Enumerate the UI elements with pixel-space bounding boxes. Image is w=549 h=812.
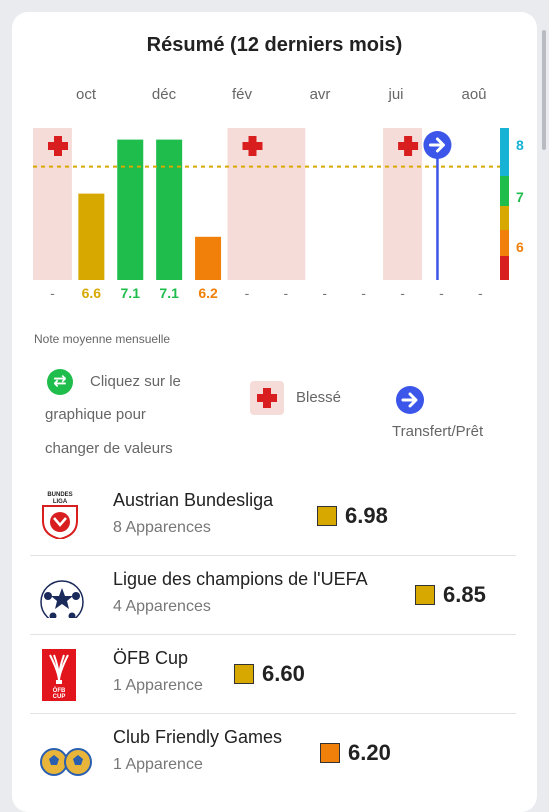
rating-color-square bbox=[317, 506, 337, 526]
chart-caption: Note moyenne mensuelle bbox=[34, 332, 171, 346]
bar-value-label: - bbox=[244, 285, 250, 301]
legend-click-text: Cliquez sur le bbox=[90, 373, 181, 390]
svg-text:ÖFB: ÖFB bbox=[53, 687, 66, 694]
injury-period bbox=[383, 128, 422, 280]
bar-value-label: - bbox=[322, 285, 328, 301]
svg-text:CUP: CUP bbox=[53, 694, 66, 700]
competition-rating: 6.85 bbox=[443, 582, 486, 607]
competition-appearances: 8 Apparences bbox=[113, 519, 211, 536]
champions-league-logo bbox=[40, 566, 84, 624]
legend-click-text: graphique pour bbox=[45, 406, 146, 423]
competition-rating: 6.20 bbox=[348, 740, 391, 765]
competition-rating: 6.60 bbox=[262, 661, 305, 686]
competition-name: Austrian Bundesliga bbox=[113, 490, 274, 510]
bar-value-label: 6.6 bbox=[81, 285, 102, 301]
competition-row[interactable]: Club Friendly Games 1 Apparence 6.20 bbox=[30, 714, 516, 792]
bundesliga-logo: BUNDES LIGA bbox=[40, 487, 84, 541]
month-label: avr bbox=[309, 86, 331, 103]
competition-name: ÖFB Cup bbox=[113, 648, 189, 668]
bar-value-label: 7.1 bbox=[159, 285, 179, 301]
injury-period bbox=[33, 128, 72, 280]
bar-value-label: - bbox=[478, 285, 483, 301]
legend-click-text: changer de valeurs bbox=[45, 440, 173, 457]
bar-value-label: 6.2 bbox=[198, 285, 218, 301]
competition-appearances: 1 Apparence bbox=[113, 677, 203, 694]
month-label: jui bbox=[388, 86, 404, 103]
section-title: Résumé (12 derniers mois) bbox=[146, 34, 403, 56]
injury-period bbox=[227, 128, 306, 280]
bar-value-label: - bbox=[439, 285, 444, 301]
bar-value-label: - bbox=[283, 285, 289, 301]
rating-color-square bbox=[320, 743, 340, 763]
scrollbar[interactable] bbox=[542, 30, 546, 150]
swap-arrows-icon[interactable]: ⇄ bbox=[47, 369, 73, 395]
month-label: aoû bbox=[461, 86, 487, 103]
competition-rating: 6.98 bbox=[345, 503, 388, 528]
month-label: oct bbox=[75, 86, 96, 103]
transfer-arrow-glyph bbox=[428, 137, 445, 153]
scale-label: 6 bbox=[516, 239, 524, 255]
svg-text:BUNDES: BUNDES bbox=[47, 492, 72, 498]
ofb-cup-logo: ÖFB CUP bbox=[40, 645, 84, 701]
injury-icon bbox=[250, 381, 284, 415]
scale-segment bbox=[500, 230, 509, 256]
competition-row[interactable]: BUNDES LIGA Austrian Bundesliga 8 Appare… bbox=[30, 477, 516, 556]
rating-bar bbox=[195, 236, 222, 280]
bar-value-label: - bbox=[361, 285, 366, 301]
legend-injured-label: Blessé bbox=[296, 389, 342, 406]
competition-row[interactable]: Ligue des champions de l'UEFA 4 Apparenc… bbox=[30, 556, 516, 635]
month-label: fév bbox=[231, 86, 252, 103]
month-label: déc bbox=[151, 86, 177, 103]
transfer-arrow-icon bbox=[396, 386, 424, 414]
scale-label: 8 bbox=[516, 137, 524, 153]
rating-bar bbox=[156, 139, 183, 280]
competition-name: Ligue des champions de l'UEFA bbox=[113, 569, 368, 589]
bar-value-label: 7.1 bbox=[120, 285, 140, 301]
rating-bar bbox=[117, 139, 144, 280]
injury-cross-icon bbox=[242, 142, 263, 150]
competition-name: Club Friendly Games bbox=[113, 727, 283, 747]
scale-segment bbox=[500, 256, 509, 280]
bar-value-label: - bbox=[400, 285, 405, 301]
injury-cross-icon bbox=[48, 142, 68, 150]
svg-text:LIGA: LIGA bbox=[53, 499, 68, 505]
friendly-games-logo bbox=[40, 724, 92, 776]
scale-segment bbox=[500, 206, 509, 230]
rating-chart[interactable]: 8 7 6 bbox=[0, 0, 549, 300]
bar-value-label: - bbox=[50, 285, 55, 301]
competition-appearances: 1 Apparence bbox=[113, 756, 203, 773]
competition-appearances: 4 Apparences bbox=[113, 598, 211, 615]
rating-color-square bbox=[234, 664, 254, 684]
scale-segment bbox=[500, 128, 509, 176]
injury-cross-icon bbox=[398, 142, 419, 150]
rating-color-square bbox=[415, 585, 435, 605]
scale-segment bbox=[500, 176, 509, 206]
scale-label: 7 bbox=[516, 189, 524, 205]
rating-bar bbox=[78, 193, 105, 280]
competition-row[interactable]: ÖFB CUP ÖFB Cup 1 Apparence 6.60 bbox=[30, 635, 516, 714]
legend-transfer-label: Transfert/Prêt bbox=[392, 423, 484, 440]
